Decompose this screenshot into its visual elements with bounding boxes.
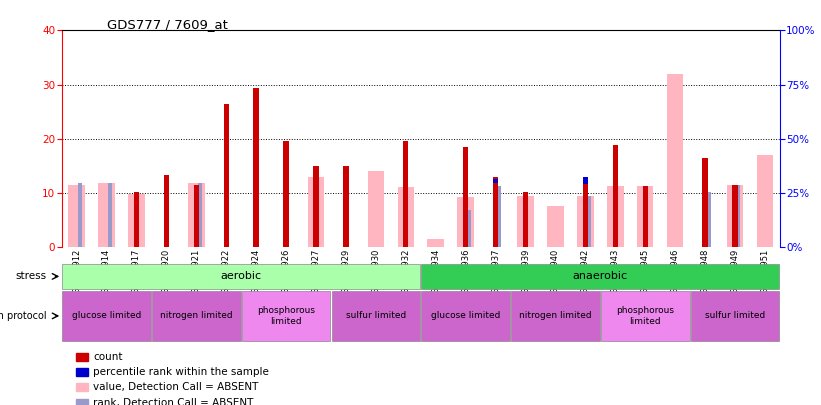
Bar — [690, 291, 779, 341]
Bar — [283, 168, 289, 247]
Text: growth protocol: growth protocol — [0, 311, 47, 321]
Bar — [68, 185, 85, 247]
Bar — [428, 239, 444, 247]
Bar — [152, 291, 241, 341]
Bar — [332, 291, 420, 341]
Text: glucose limited: glucose limited — [431, 311, 500, 320]
Bar — [643, 186, 648, 247]
Text: rank, Detection Call = ABSENT: rank, Detection Call = ABSENT — [93, 398, 254, 405]
Text: nitrogen limited: nitrogen limited — [160, 311, 232, 320]
Bar — [523, 192, 528, 247]
Bar — [76, 353, 88, 361]
Bar — [223, 110, 229, 247]
Bar — [511, 291, 600, 341]
Bar — [583, 177, 588, 247]
Bar — [76, 383, 88, 392]
Bar — [241, 291, 330, 341]
Bar — [198, 183, 202, 247]
Bar — [587, 196, 591, 247]
Bar — [493, 177, 498, 247]
Text: anaerobic: anaerobic — [573, 271, 628, 281]
Text: percentile rank within the sample: percentile rank within the sample — [93, 367, 268, 377]
Bar — [134, 192, 139, 247]
Bar — [667, 74, 683, 247]
Bar — [548, 207, 564, 247]
Text: stress: stress — [16, 271, 47, 281]
Bar — [707, 192, 710, 247]
Bar — [314, 166, 319, 247]
Bar — [108, 183, 112, 247]
Text: value, Detection Call = ABSENT: value, Detection Call = ABSENT — [93, 382, 259, 392]
Bar — [62, 264, 420, 289]
Bar — [498, 186, 501, 247]
Text: phosphorous
limited: phosphorous limited — [257, 306, 315, 326]
Bar — [397, 188, 414, 247]
Text: sulfur limited: sulfur limited — [346, 311, 406, 320]
Bar — [368, 171, 384, 247]
Text: nitrogen limited: nitrogen limited — [519, 311, 592, 320]
Bar — [283, 141, 289, 247]
Bar — [493, 179, 498, 247]
Bar — [403, 141, 409, 247]
Bar — [583, 184, 588, 247]
Bar — [99, 183, 115, 247]
Bar — [254, 95, 259, 247]
Bar — [612, 145, 618, 247]
Bar — [128, 194, 144, 247]
Bar — [283, 148, 289, 247]
Bar — [421, 291, 510, 341]
Bar — [727, 185, 743, 247]
Bar — [78, 183, 82, 247]
Bar — [607, 186, 624, 247]
Bar — [732, 185, 738, 247]
Bar — [223, 104, 229, 247]
Bar — [577, 196, 594, 247]
Bar — [76, 368, 88, 376]
Text: sulfur limited: sulfur limited — [705, 311, 765, 320]
Bar — [343, 166, 349, 247]
Bar — [194, 185, 199, 247]
Bar — [703, 164, 708, 247]
Text: glucose limited: glucose limited — [71, 311, 141, 320]
Bar — [493, 183, 498, 247]
Text: count: count — [93, 352, 122, 362]
Bar — [703, 185, 708, 247]
Bar — [467, 210, 471, 247]
Bar — [457, 197, 474, 247]
Bar — [601, 291, 690, 341]
Bar — [737, 185, 741, 247]
Bar — [757, 155, 773, 247]
Bar — [254, 88, 259, 247]
Text: phosphorous
limited: phosphorous limited — [617, 306, 674, 326]
Bar — [62, 291, 151, 341]
Text: GDS777 / 7609_at: GDS777 / 7609_at — [107, 18, 227, 31]
Bar — [223, 163, 229, 247]
Bar — [314, 174, 319, 247]
Bar — [314, 172, 319, 247]
Bar — [703, 158, 708, 247]
Bar — [308, 177, 324, 247]
Bar — [637, 186, 654, 247]
Bar — [163, 175, 169, 247]
Bar — [76, 399, 88, 405]
Bar — [517, 196, 534, 247]
Bar — [421, 264, 779, 289]
Bar — [583, 178, 588, 247]
Bar — [254, 163, 259, 247]
Bar — [188, 183, 204, 247]
Text: aerobic: aerobic — [221, 271, 262, 281]
Bar — [463, 147, 468, 247]
